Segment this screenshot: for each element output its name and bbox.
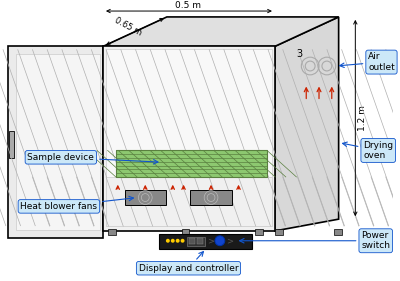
Circle shape [181,239,184,243]
Bar [188,237,205,246]
Text: >: > [208,236,214,245]
Text: Drying
oven: Drying oven [342,141,393,160]
Bar [197,238,203,244]
Bar [159,234,252,249]
Text: Power
switch: Power switch [240,231,390,250]
Bar [125,190,166,205]
Polygon shape [8,46,103,238]
Circle shape [176,239,180,243]
Polygon shape [106,49,272,226]
Text: >: > [226,236,233,245]
Text: 0.65 m: 0.65 m [114,16,144,38]
Bar [275,229,283,235]
Circle shape [215,236,225,246]
Polygon shape [116,150,267,177]
Bar [190,190,232,205]
Bar [334,229,342,235]
Polygon shape [275,17,339,231]
Circle shape [166,239,170,243]
Text: Display and controller: Display and controller [139,251,238,273]
Text: Sample device: Sample device [28,153,158,164]
Bar [255,229,263,235]
Polygon shape [16,54,100,230]
Bar [190,238,195,244]
Polygon shape [103,46,275,231]
Bar [9,131,14,158]
Text: 0.5 m: 0.5 m [176,1,202,10]
Circle shape [171,239,175,243]
Text: Heat blower fans: Heat blower fans [20,196,134,211]
Text: Air
outlet: Air outlet [340,52,395,72]
Text: 3: 3 [296,49,302,59]
Bar [108,229,116,235]
Polygon shape [106,177,272,226]
Text: 1.2 m: 1.2 m [358,105,367,131]
Polygon shape [106,49,272,226]
Polygon shape [103,17,339,46]
Bar [182,229,190,235]
